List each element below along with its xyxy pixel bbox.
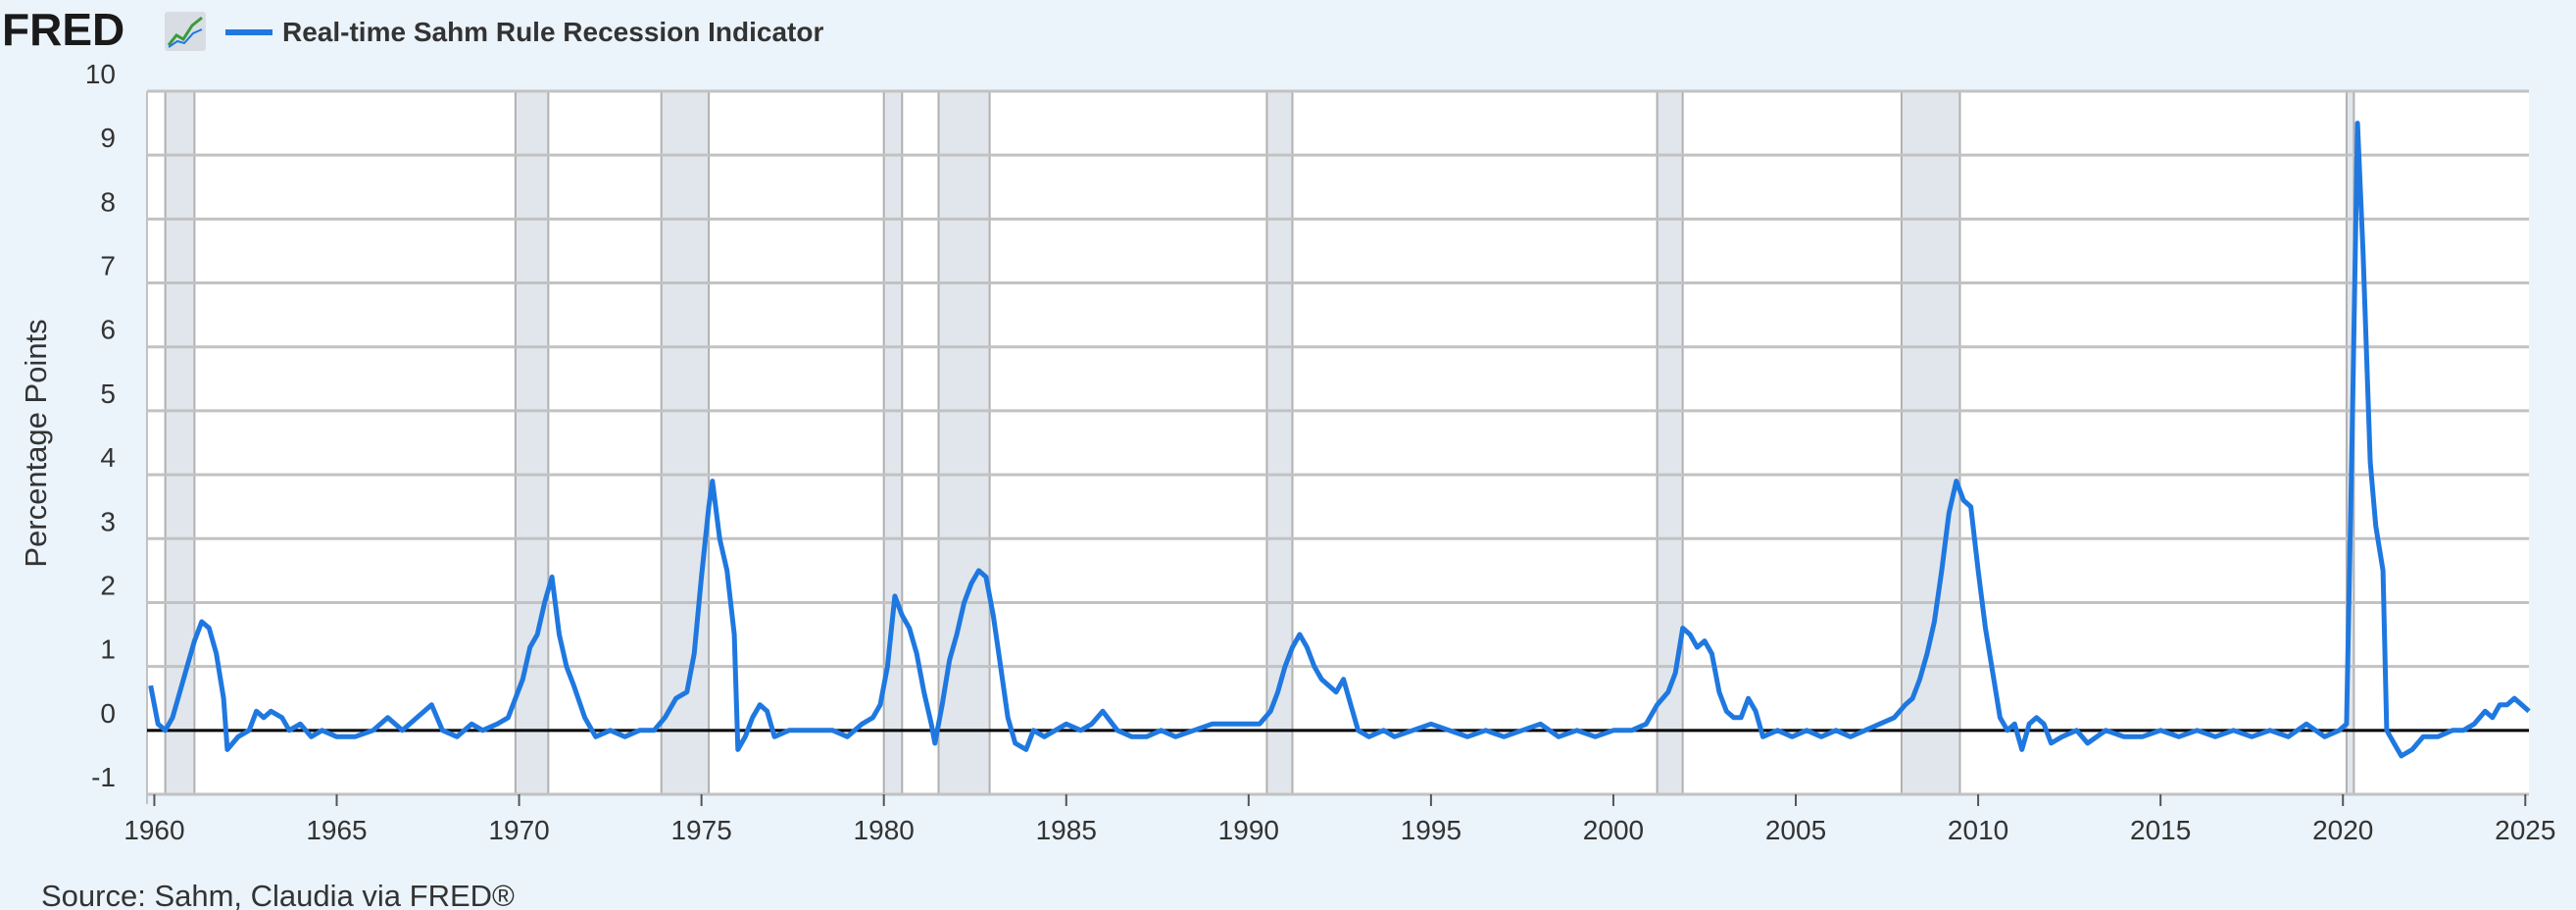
y-tick-label: 2 [100,570,116,600]
y-axis: -1 0 1 2 3 4 5 6 7 8 9 10 [85,59,116,792]
x-tick-label: 2015 [2130,815,2191,845]
y-tick-label: 0 [100,698,116,729]
legend-label[interactable]: Real-time Sahm Rule Recession Indicator [282,17,823,47]
x-axis: 1960 1965 1970 1975 1980 1985 1990 1995 2000 2005… [124,794,2555,845]
x-tick-label: 2010 [1948,815,2008,845]
x-tick-label: 1995 [1401,815,1461,845]
gridlines [146,89,2529,804]
y-tick-label: 6 [100,315,116,345]
recession-band [1657,91,1683,794]
x-tick-label: 1980 [854,815,915,845]
x-tick-label: 2000 [1583,815,1644,845]
series-line [148,121,2531,759]
y-tick-label: 5 [100,379,116,409]
x-tick-label: 2005 [1765,815,1826,845]
recession-band [165,91,195,794]
x-tick-label: 1975 [670,815,731,845]
x-tick-label: 1965 [306,815,367,845]
x-tick-label: 1970 [488,815,549,845]
y-tick-label: 1 [100,634,116,665]
recession-band [1901,91,1960,794]
y-tick-label: 8 [100,186,116,217]
x-tick-label: 1985 [1036,815,1097,845]
x-tick-label: 2025 [2495,815,2555,845]
y-tick-label: -1 [91,762,116,792]
x-tick-label: 1960 [124,815,184,845]
y-tick-label: 4 [100,442,116,473]
x-tick-label: 1990 [1218,815,1279,845]
y-axis-label: Percentage Points [19,319,53,567]
recession-band [883,91,903,794]
recession-shading [164,91,2355,794]
y-tick-label: 10 [85,59,116,89]
y-tick-label: 9 [100,123,116,153]
source-note: Source: Sahm, Claudia via FRED® [41,879,515,910]
y-tick-label: 7 [100,251,116,281]
y-tick-label: 3 [100,506,116,536]
x-tick-label: 2020 [2312,815,2373,845]
fred-logo[interactable]: FRED [2,4,124,55]
recession-band [661,91,710,794]
line-chart-icon [165,12,206,51]
